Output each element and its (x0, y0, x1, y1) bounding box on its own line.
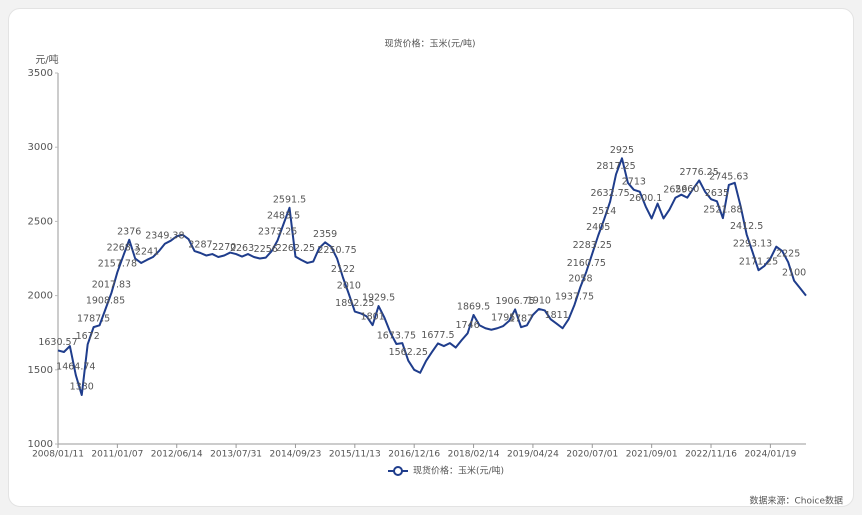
data-label: 2483.5 (267, 210, 300, 221)
x-tick-label: 2008/01/11 (32, 450, 84, 460)
data-label: 1906.75 (495, 296, 534, 307)
data-label: 2632.75 (590, 188, 629, 199)
data-label: 2359 (313, 229, 337, 240)
data-label: 2160.75 (567, 258, 606, 269)
data-label: 1787.5 (77, 314, 110, 325)
data-label: 2349.38 (145, 230, 184, 241)
data-label: 2659 (663, 184, 687, 195)
data-label: 2225 (776, 249, 800, 260)
data-label: 2293.13 (733, 239, 772, 250)
data-label: 2241 (135, 246, 159, 257)
data-label: 2157.78 (98, 259, 137, 270)
x-tick-label: 2024/01/19 (744, 450, 796, 460)
x-tick-label: 2015/11/13 (329, 450, 381, 460)
data-label: 1811 (545, 310, 569, 321)
data-label: 1892.25 (335, 298, 374, 309)
data-label: 1937.75 (555, 291, 594, 302)
data-label: 1801 (361, 312, 385, 323)
data-label: 2776.25 (679, 167, 718, 178)
data-label: 2100 (782, 267, 806, 278)
x-tick-label: 2016/12/16 (388, 450, 440, 460)
card (8, 8, 854, 507)
data-label: 2713 (622, 176, 646, 187)
x-tick-label: 2014/09/23 (270, 450, 322, 460)
data-label: 2925 (610, 145, 634, 156)
data-label: 1330 (70, 382, 94, 393)
x-tick-label: 2013/07/31 (210, 450, 262, 460)
data-label: 2660 (675, 184, 699, 195)
data-label: 2262.25 (276, 243, 315, 254)
data-label: 2745.63 (709, 171, 748, 182)
data-label: 2250.75 (317, 245, 356, 256)
data-label: 1869.5 (457, 301, 490, 312)
x-tick-label: 2011/01/07 (91, 450, 143, 460)
data-label: 2591.5 (273, 194, 306, 205)
legend-label: 现货价格：玉米(元/吨) (413, 465, 504, 477)
data-label: 2017.83 (92, 279, 131, 290)
data-label: 2263 (230, 243, 254, 254)
data-label: 2283.25 (573, 240, 612, 251)
data-label: 2373.25 (258, 227, 297, 238)
data-label: 2635 (705, 188, 729, 199)
data-label: 1672 (76, 331, 100, 342)
y-tick-label: 3500 (28, 68, 53, 79)
data-label: 1464.74 (56, 362, 95, 373)
data-label: 1677.5 (421, 330, 454, 341)
data-label: 2268.3 (107, 242, 140, 253)
data-label: 2010 (337, 281, 361, 292)
x-tick-label: 2019/04/24 (507, 450, 559, 460)
x-tick-label: 2022/11/16 (685, 450, 737, 460)
chart-title: 现货价格：玉米(元/吨) (384, 38, 475, 50)
y-tick-label: 2500 (28, 216, 53, 227)
y-tick-label: 3000 (28, 142, 53, 153)
data-label: 2287 (188, 240, 212, 251)
y-tick-label: 2000 (28, 291, 53, 302)
x-tick-label: 2021/09/01 (626, 450, 678, 460)
data-label: 1929.5 (362, 293, 395, 304)
y-tick-label: 1000 (28, 439, 53, 450)
data-label: 1562.25 (389, 347, 428, 358)
data-label: 2817.25 (596, 161, 635, 172)
y-axis-unit: 元/吨 (35, 53, 58, 66)
data-label: 1787 (509, 314, 533, 325)
data-label: 1908.85 (86, 296, 125, 307)
data-label: 2521.88 (703, 205, 742, 216)
data-label: 1746 (456, 320, 480, 331)
data-label: 2171.25 (739, 257, 778, 268)
data-label: 2122 (331, 264, 355, 275)
data-label: 2376 (117, 226, 141, 237)
x-tick-label: 2018/02/14 (448, 450, 500, 460)
data-label: 1673.75 (377, 331, 416, 342)
data-label: 2600.1 (629, 193, 662, 204)
data-label: 1910 (527, 295, 551, 306)
data-label: 2412.5 (730, 221, 763, 232)
series-line (57, 157, 807, 397)
source-note: 数据来源：Choice数据 (750, 495, 843, 507)
data-label: 2270 (212, 242, 236, 253)
x-tick-label: 2020/07/01 (566, 450, 618, 460)
y-tick-label: 1500 (28, 365, 53, 376)
data-label: 2256 (254, 244, 278, 255)
x-tick-label: 2012/06/14 (151, 450, 203, 460)
data-label: 2058 (568, 273, 592, 284)
legend-marker (393, 466, 403, 476)
data-label: 1795 (491, 313, 515, 324)
data-label: 2514 (592, 206, 616, 217)
data-label: 2405 (586, 222, 610, 233)
data-label: 1630.57 (38, 337, 77, 348)
